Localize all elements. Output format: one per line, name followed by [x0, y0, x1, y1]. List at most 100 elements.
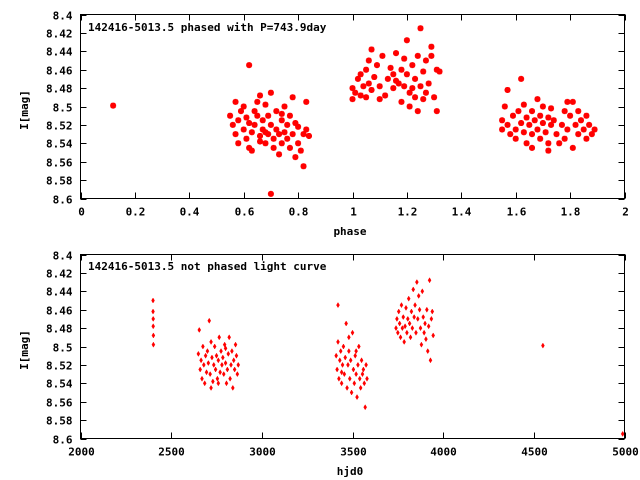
data-point [206, 360, 211, 367]
data-point [284, 135, 291, 142]
data-point [297, 147, 304, 154]
data-point [248, 129, 255, 136]
data-point [564, 126, 571, 133]
y-axis-title: I[mag] [18, 330, 31, 370]
y-tick-label: 8.5 [53, 342, 73, 355]
data-point [344, 320, 348, 327]
y-tick-label: 8.52 [46, 360, 73, 373]
data-point [227, 112, 234, 119]
data-point [359, 357, 364, 364]
data-point [403, 323, 407, 330]
data-point [292, 120, 299, 127]
data-point [534, 96, 541, 103]
data-point [509, 112, 516, 119]
data-point [393, 77, 400, 84]
data-point [550, 117, 557, 124]
y-tick-label: 8.54 [46, 138, 73, 151]
data-point [382, 92, 389, 99]
data-point [410, 325, 415, 332]
data-point [407, 320, 412, 327]
data-point [577, 117, 584, 124]
y-tick-label: 8.48 [46, 323, 73, 336]
data-point [398, 334, 403, 341]
data-point [512, 135, 519, 142]
data-point [417, 306, 422, 313]
data-point [295, 140, 302, 147]
data-point [376, 96, 383, 103]
y-tick-label: 8.44 [46, 46, 73, 59]
data-point [360, 371, 365, 378]
data-point [235, 140, 242, 147]
data-point [346, 361, 350, 368]
data-point [520, 129, 527, 136]
data-point [564, 98, 571, 105]
y-tick-label: 8.42 [46, 268, 73, 281]
data-point [433, 66, 440, 73]
data-point [358, 384, 363, 391]
data-point [556, 140, 563, 147]
data-point [428, 357, 433, 364]
data-point [390, 85, 397, 92]
data-point [395, 80, 402, 87]
data-point [228, 375, 232, 382]
data-point [226, 350, 231, 357]
data-point [354, 371, 358, 378]
data-point [223, 345, 228, 352]
data-point [300, 131, 307, 138]
y-tick-label: 8.46 [46, 65, 73, 78]
data-point [431, 94, 438, 101]
x-axis-title: hjd0 [337, 465, 364, 478]
data-points [110, 25, 598, 197]
data-point [428, 43, 435, 50]
data-point [545, 147, 552, 154]
data-point [267, 121, 274, 128]
data-point [336, 338, 340, 345]
y-tick-label: 8.58 [46, 175, 73, 188]
data-point [151, 332, 156, 339]
data-point [216, 357, 221, 364]
x-tick-label: 1 [350, 206, 357, 219]
data-point [499, 126, 506, 133]
data-point [278, 110, 285, 117]
data-point [387, 64, 394, 71]
data-point [342, 371, 347, 378]
data-point [212, 343, 217, 350]
data-point [529, 108, 536, 115]
data-point [227, 334, 231, 341]
data-point [430, 308, 435, 315]
data-points [151, 277, 625, 437]
data-point [273, 108, 280, 115]
data-point [254, 98, 261, 105]
x-tick-label: 0.6 [235, 206, 255, 219]
data-point [240, 126, 247, 133]
data-point [523, 114, 530, 121]
data-point [405, 329, 409, 336]
data-point [363, 404, 367, 411]
data-point [209, 338, 213, 345]
data-point [233, 341, 238, 348]
x-axis-ticks: 2000 2500 3000 3500 4000 4500 5000 [68, 254, 639, 459]
data-point [507, 131, 514, 138]
data-point [395, 315, 399, 322]
data-point [401, 55, 408, 62]
y-axis-title: I[mag] [18, 90, 31, 130]
x-tick-label: 0.2 [126, 206, 146, 219]
x-tick-label: 1.4 [452, 206, 472, 219]
data-point [232, 131, 239, 138]
data-point [335, 366, 339, 373]
x-tick-label: 3000 [249, 446, 276, 459]
data-point [588, 131, 595, 138]
data-point [542, 129, 549, 136]
y-tick-label: 8.54 [46, 378, 73, 391]
data-point [336, 302, 340, 309]
x-tick-label: 0.8 [289, 206, 309, 219]
data-point [286, 144, 293, 151]
data-point [236, 361, 241, 368]
data-point [402, 338, 406, 345]
data-point [545, 114, 552, 121]
data-point [583, 112, 590, 119]
data-point [401, 314, 406, 321]
data-point [362, 380, 367, 387]
data-point [398, 98, 405, 105]
data-point [433, 108, 440, 115]
